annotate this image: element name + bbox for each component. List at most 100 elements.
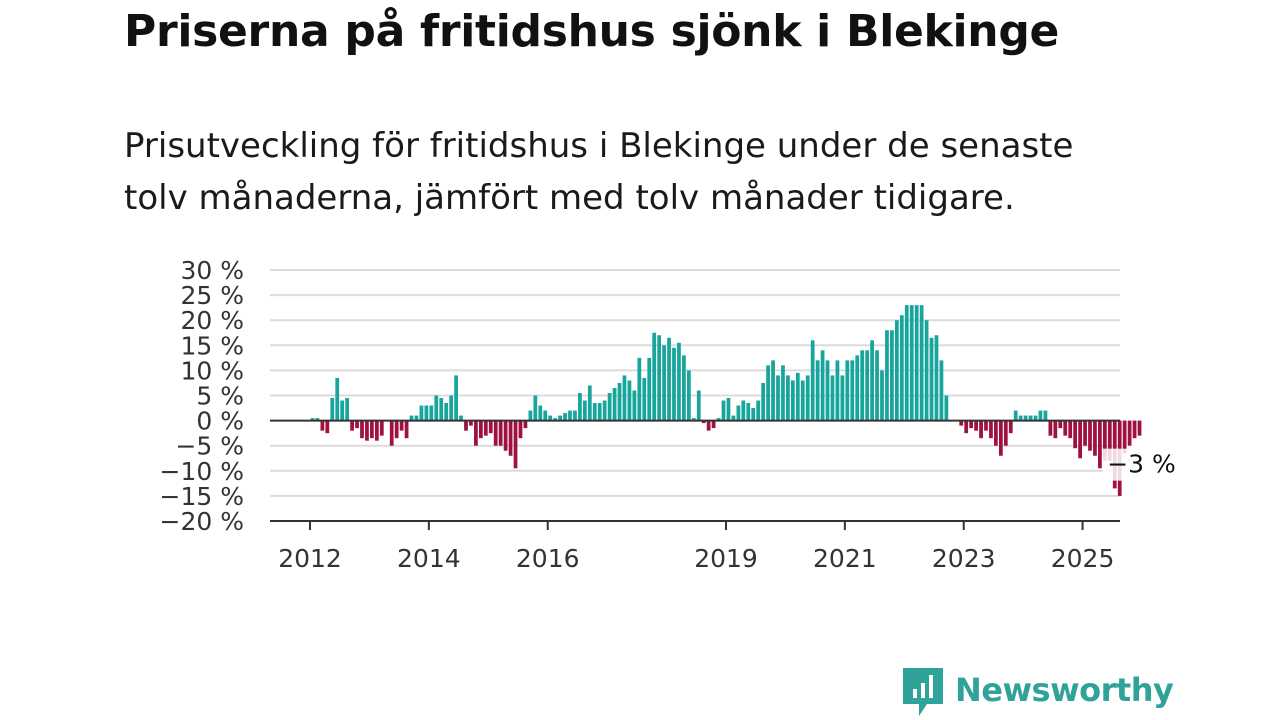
bar <box>686 370 691 421</box>
x-tick-label: 2014 <box>397 544 461 573</box>
bar <box>682 355 686 421</box>
bar <box>528 410 533 421</box>
bar <box>820 350 825 421</box>
bar <box>454 375 458 421</box>
bar <box>1132 420 1137 439</box>
bar <box>716 418 721 421</box>
bar <box>696 390 701 421</box>
bar <box>360 420 364 439</box>
bar <box>1038 410 1043 421</box>
bar <box>835 360 840 421</box>
bar <box>904 305 909 421</box>
logo-text: Newsworthy <box>955 671 1174 709</box>
bar <box>513 420 518 469</box>
x-tick-label: 2021 <box>813 544 877 573</box>
bar <box>776 375 780 421</box>
bar <box>795 372 800 421</box>
bar <box>746 403 751 421</box>
bar <box>439 398 444 421</box>
bar <box>399 420 404 431</box>
annotation-background <box>1102 448 1179 481</box>
y-tick-label: −15 % <box>160 482 244 511</box>
y-tick-label: 30 % <box>180 256 244 285</box>
bar <box>825 360 830 421</box>
bar <box>627 380 632 421</box>
bar <box>632 390 637 421</box>
bar <box>493 420 498 446</box>
newsworthy-logo: Newsworthy <box>903 668 1174 720</box>
bar <box>1127 420 1132 446</box>
y-tick-label: 20 % <box>180 306 244 335</box>
y-tick-label: −10 % <box>160 457 244 486</box>
bar <box>865 350 870 421</box>
bar <box>478 420 483 439</box>
bar <box>662 345 666 421</box>
bar <box>726 398 731 421</box>
bar <box>320 420 325 431</box>
bar <box>1083 420 1087 446</box>
bar <box>800 380 805 421</box>
bar <box>523 420 528 429</box>
bar <box>350 420 354 431</box>
bar <box>672 347 676 421</box>
bar <box>469 420 473 426</box>
bar <box>340 400 345 421</box>
bar <box>657 335 662 421</box>
bar <box>315 418 320 421</box>
bar <box>1078 420 1082 459</box>
bar <box>1088 420 1092 451</box>
bar <box>781 365 785 421</box>
bar <box>1033 415 1038 421</box>
bar <box>1093 420 1097 456</box>
bar-chart: 30 %25 %20 %15 %10 %5 %0 %−5 %−10 %−15 %… <box>159 256 1179 573</box>
bar <box>805 375 810 421</box>
bar <box>558 415 562 421</box>
bar <box>508 420 513 456</box>
bar <box>424 405 429 421</box>
bar <box>459 415 463 421</box>
bar <box>379 420 384 436</box>
bar <box>969 420 974 429</box>
y-tick-label: 10 % <box>180 356 244 385</box>
bar <box>1073 420 1078 449</box>
bar <box>994 420 998 446</box>
bar <box>691 418 696 421</box>
bar <box>736 405 741 421</box>
bar <box>711 420 716 429</box>
bar <box>1107 420 1112 461</box>
bar <box>404 420 409 439</box>
bar <box>1018 415 1023 421</box>
bar <box>335 377 340 421</box>
bar <box>885 330 889 421</box>
bar <box>1102 420 1107 461</box>
bar <box>365 420 369 441</box>
bar <box>444 403 449 421</box>
bar <box>667 337 671 421</box>
bar <box>518 420 523 439</box>
bar <box>533 395 538 421</box>
bar <box>761 382 766 421</box>
latest-value-annotation: −3 % <box>1107 450 1176 479</box>
bar <box>914 305 919 421</box>
bar <box>1063 420 1068 436</box>
bar <box>706 420 711 431</box>
bar <box>1122 420 1127 454</box>
bar <box>875 350 879 421</box>
chart-subtitle: Prisutveckling för fritidshus i Blekinge… <box>124 126 1074 218</box>
bar <box>449 395 454 421</box>
bar <box>503 420 508 451</box>
bar <box>1013 410 1018 421</box>
bar <box>647 357 652 421</box>
bar <box>934 335 939 421</box>
bar <box>830 375 835 421</box>
bar <box>592 403 597 421</box>
bar <box>370 420 374 439</box>
bar <box>815 360 820 421</box>
bar <box>786 375 790 421</box>
bar <box>582 400 587 421</box>
bar <box>419 405 424 421</box>
bar <box>790 380 795 421</box>
bar <box>979 420 983 439</box>
bar <box>587 385 592 421</box>
bar <box>637 357 642 421</box>
